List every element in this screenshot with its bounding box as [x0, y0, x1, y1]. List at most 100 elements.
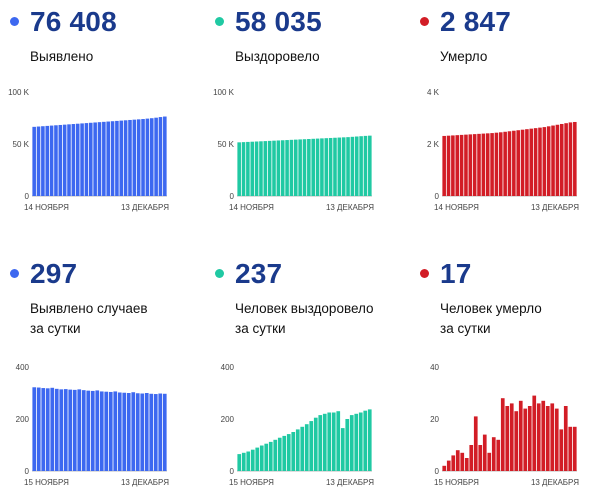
bar: [115, 120, 119, 196]
bar: [541, 400, 546, 471]
bar: [62, 124, 67, 196]
bar: [158, 117, 163, 196]
x-start-label: 15 НОЯБРЯ: [24, 478, 69, 487]
y-tick-label: 20: [430, 415, 439, 424]
bar: [126, 393, 131, 471]
bar: [122, 392, 127, 471]
bar: [277, 437, 282, 471]
bar: [482, 434, 487, 471]
bar: [119, 120, 124, 196]
bar: [496, 439, 501, 471]
y-tick-label: 400: [221, 363, 235, 372]
bar: [58, 124, 63, 196]
bar: [363, 410, 368, 471]
y-tick-label: 0: [435, 467, 440, 476]
bar: [63, 389, 68, 471]
bar: [300, 426, 305, 471]
panel-deaths-daily: 17 Человек умерло за сутки 0 20 40 15 НОЯБРЯ 13…: [420, 252, 605, 492]
bar: [545, 406, 550, 471]
bar: [273, 439, 278, 471]
bar: [477, 133, 481, 196]
bar: [507, 131, 512, 196]
y-tick-label: 0: [230, 192, 235, 201]
bar: [106, 121, 110, 196]
bar: [298, 139, 302, 196]
bar-chart: 0 20 40 15 НОЯБРЯ 13 ДЕКАБРЯ: [430, 363, 579, 487]
bar: [41, 388, 46, 471]
bar: [536, 403, 541, 471]
bar: [108, 391, 113, 471]
y-tick-label: 400: [16, 363, 30, 372]
x-end-label: 13 ДЕКАБРЯ: [326, 478, 374, 487]
bar: [54, 388, 59, 471]
bar: [554, 408, 559, 471]
panel-detected-daily: 297 Выявлено случаев за сутки 0 200 400 15 НОЯ…: [10, 252, 200, 492]
headline-value: 297: [30, 258, 78, 289]
bar: [250, 141, 255, 196]
label-line: Выявлено случаев: [30, 301, 148, 316]
bar: [72, 389, 77, 471]
series-dot-icon: [10, 17, 19, 26]
bar: [254, 141, 259, 196]
x-start-label: 14 НОЯБРЯ: [434, 203, 479, 212]
bar: [295, 429, 300, 471]
x-start-label: 15 НОЯБРЯ: [229, 478, 274, 487]
bar: [68, 389, 73, 471]
bar: [50, 387, 55, 471]
bar: [263, 141, 268, 196]
bar: [313, 417, 318, 471]
bar: [518, 400, 523, 471]
bar: [32, 126, 36, 196]
bar: [533, 128, 538, 196]
bar: [551, 125, 555, 196]
bar: [140, 393, 145, 471]
bar: [499, 132, 503, 196]
y-tick-label: 200: [16, 415, 30, 424]
headline-value: 76 408: [30, 6, 117, 37]
bar: [315, 138, 320, 196]
bar: [246, 141, 250, 196]
bar: [337, 137, 342, 196]
bar: [153, 394, 158, 471]
bar: [264, 443, 269, 471]
bar: [102, 121, 106, 196]
bar: [568, 122, 573, 196]
bar: [286, 434, 291, 471]
bar: [500, 398, 505, 471]
bar: [442, 465, 447, 471]
bar: [468, 134, 473, 196]
label-line: Умерло: [440, 49, 488, 64]
bar: [473, 416, 478, 471]
x-end-label: 13 ДЕКАБРЯ: [326, 203, 374, 212]
bar: [49, 125, 54, 196]
series-dot-icon: [215, 269, 224, 278]
bar: [132, 119, 137, 196]
bar: [333, 137, 337, 196]
bar: [67, 124, 71, 196]
bar: [328, 137, 333, 196]
headline-label: Человек выздоровело за сутки: [235, 299, 374, 339]
label-line: Человек умерло: [440, 301, 542, 316]
label-line: за сутки: [235, 321, 286, 336]
bar: [512, 130, 516, 196]
bar: [490, 133, 494, 196]
bar: [45, 388, 50, 471]
y-tick-label: 0: [25, 192, 30, 201]
bar: [149, 393, 154, 471]
bar: [246, 451, 251, 471]
bar: [54, 125, 58, 196]
bar-chart: 0 200 400 15 НОЯБРЯ 13 ДЕКАБРЯ: [221, 363, 375, 487]
bar-chart: 0 2 K 4 K 14 НОЯБРЯ 13 ДЕКАБРЯ: [427, 88, 579, 212]
bar: [359, 136, 363, 196]
y-tick-label: 0: [435, 192, 440, 201]
panel-deaths-total: 2 847 Умерло 0 2 K 4 K 14 НОЯБРЯ 13 ДЕКАБРЯ: [420, 0, 605, 240]
bar: [487, 452, 492, 471]
bar: [309, 421, 314, 471]
bar: [128, 119, 132, 196]
headline-label: Выявлено: [30, 47, 93, 67]
bar: [144, 393, 149, 471]
y-tick-label: 100 K: [8, 88, 30, 97]
label-line: Выявлено: [30, 49, 94, 64]
bar: [104, 391, 109, 471]
bar: [494, 132, 499, 196]
